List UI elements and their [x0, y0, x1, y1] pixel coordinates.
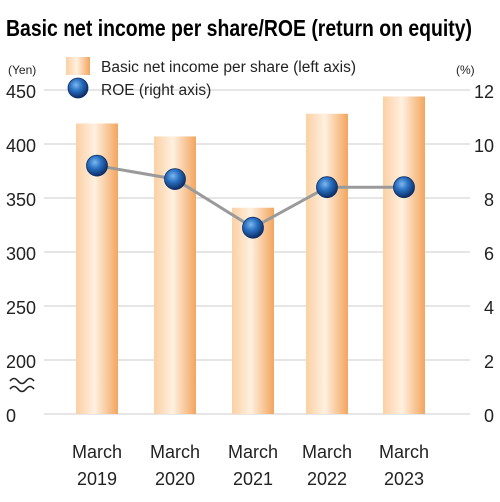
category-label: 2023 [384, 469, 424, 489]
roe-marker [242, 216, 264, 239]
legend-bar-label: Basic net income per share (left axis) [101, 59, 356, 76]
category-label: March [302, 442, 352, 462]
axis-break-icon [9, 377, 35, 393]
category-labels: March 2019 March 2020 March 2021 March 2022 Marc… [72, 442, 429, 489]
left-tick-label: 400 [6, 136, 36, 156]
left-tick-label: 0 [6, 406, 16, 426]
right-axis-ticks: 12 10 8 6 4 2 0 [474, 82, 494, 426]
left-tick-label: 300 [6, 244, 36, 264]
left-tick-label: 200 [6, 352, 36, 372]
left-axis-ticks: 450 400 350 300 250 200 0 [6, 82, 36, 426]
eps-bar [383, 96, 425, 414]
left-tick-label: 450 [6, 82, 36, 102]
right-tick-label: 12 [474, 82, 494, 102]
roe-marker [393, 176, 415, 199]
roe-marker [164, 168, 186, 191]
right-tick-label: 8 [484, 190, 494, 210]
roe-line [86, 154, 415, 239]
eps-bar [306, 113, 348, 414]
category-label: 2021 [233, 469, 273, 489]
right-tick-label: 4 [484, 298, 494, 318]
category-label: March [150, 442, 200, 462]
axis-break-stroke [9, 377, 35, 385]
right-tick-label: 6 [484, 244, 494, 264]
chart-title: Basic net income per share/ROE (return o… [6, 15, 472, 41]
roe-marker [316, 176, 338, 199]
right-axis-unit: (%) [456, 63, 475, 77]
category-label: March [72, 442, 122, 462]
category-label: 2022 [307, 469, 347, 489]
eps-bar [232, 207, 274, 414]
category-label: March [379, 442, 429, 462]
category-label: 2019 [77, 469, 117, 489]
right-tick-label: 10 [474, 136, 494, 156]
category-label: 2020 [155, 469, 195, 489]
category-label: March [228, 442, 278, 462]
right-tick-label: 2 [484, 352, 494, 372]
legend-bar-swatch [66, 57, 90, 75]
left-tick-label: 250 [6, 298, 36, 318]
legend-roe-marker [67, 77, 89, 99]
left-tick-label: 350 [6, 190, 36, 210]
left-axis-unit: (Yen) [8, 63, 36, 77]
axis-break-stroke [9, 385, 35, 393]
legend: Basic net income per share (left axis) R… [66, 57, 356, 99]
legend-roe-label: ROE (right axis) [101, 82, 211, 99]
roe-marker [86, 154, 108, 177]
right-tick-label: 0 [484, 406, 494, 426]
